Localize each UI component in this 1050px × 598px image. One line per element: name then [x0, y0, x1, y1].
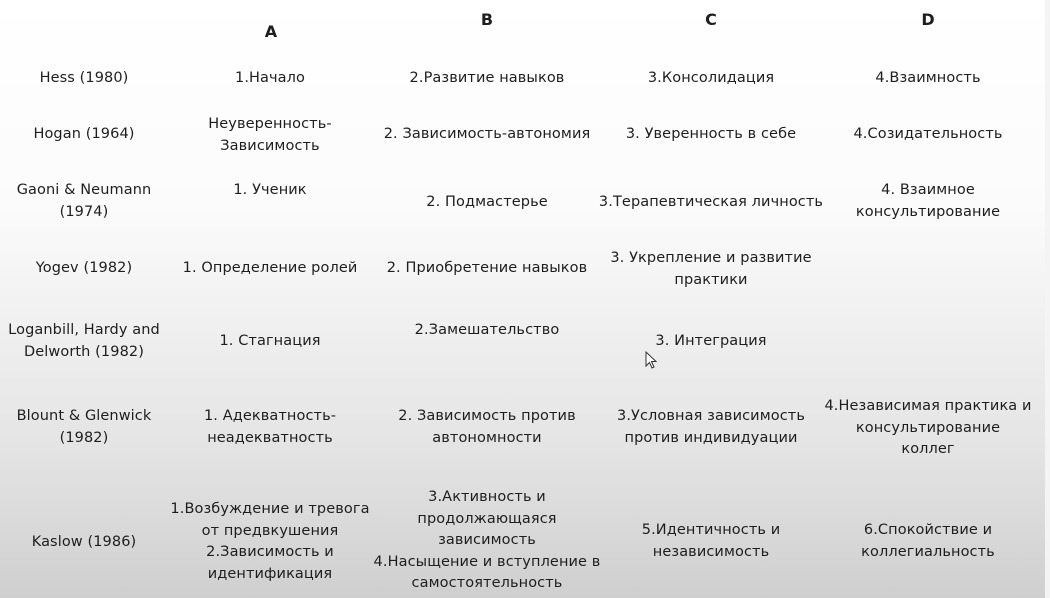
stage-cell-b: 2. Зависимость против автономности: [398, 408, 576, 446]
author-cell: Loganbill, Hardy and Delworth (1982): [8, 322, 160, 360]
author-cell: Gaoni & Neumann (1974): [16, 182, 152, 220]
stage-cell-b: 2. Приобретение навыков: [386, 260, 588, 276]
stage-cell-a: 1.Возбуждение и тревога от предвкушения …: [170, 501, 370, 582]
stage-cell-c: 3. Интеграция: [655, 333, 767, 349]
slide-edge: [1045, 0, 1050, 598]
column-header-a: A: [264, 22, 278, 41]
column-header-d: D: [921, 10, 935, 29]
mouse-cursor-icon: [645, 351, 657, 369]
stage-cell-c: 5.Идентичность и независимость: [641, 522, 781, 560]
stage-cell-a: 1.Начало: [234, 70, 306, 86]
stage-cell-d: 6.Спокойствие и коллегиальность: [861, 522, 995, 560]
stage-cell-b: 2. Зависимость-автономия: [383, 126, 591, 142]
stage-cell-d: 4.Независимая практика и консультировани…: [824, 398, 1032, 457]
stage-cell-b: 3.Активность и продолжающаяся зависимост…: [373, 489, 601, 591]
author-cell: Kaslow (1986): [31, 534, 137, 550]
author-cell: Yogev (1982): [35, 260, 133, 276]
stage-cell-c: 3.Терапевтическая личность: [598, 194, 824, 210]
stage-cell-c: 3. Уверенность в себе: [625, 126, 797, 142]
column-header-b: B: [480, 10, 494, 29]
stage-cell-c: 3.Условная зависимость против индивидуац…: [617, 408, 805, 446]
stage-cell-a: 1. Ученик: [233, 182, 307, 198]
stage-cell-b: 2.Развитие навыков: [409, 70, 565, 86]
stage-cell-c: 3.Консолидация: [647, 70, 775, 86]
stage-cell-b: 2.Замешательство: [414, 322, 560, 338]
stage-cell-a: Неуверенность- Зависимость: [208, 116, 332, 154]
column-header-c: C: [705, 10, 717, 29]
stage-cell-d: 4.Взаимность: [875, 70, 981, 86]
stage-cell-a: 1. Адекватность- неадекватность: [203, 408, 337, 446]
stage-cell-d: 4. Взаимное консультирование: [855, 182, 1001, 220]
stage-cell-b: 2. Подмастерье: [426, 194, 548, 210]
stage-cell-d: 4.Созидательность: [853, 126, 1003, 142]
author-cell: Blount & Glenwick (1982): [16, 408, 152, 446]
author-cell: Hogan (1964): [33, 126, 135, 142]
stage-cell-a: 1. Определение ролей: [182, 260, 358, 276]
stage-cell-a: 1. Стагнация: [219, 333, 321, 349]
author-cell: Hess (1980): [39, 70, 129, 86]
stage-cell-c: 3. Укрепление и развитие практики: [610, 250, 812, 288]
